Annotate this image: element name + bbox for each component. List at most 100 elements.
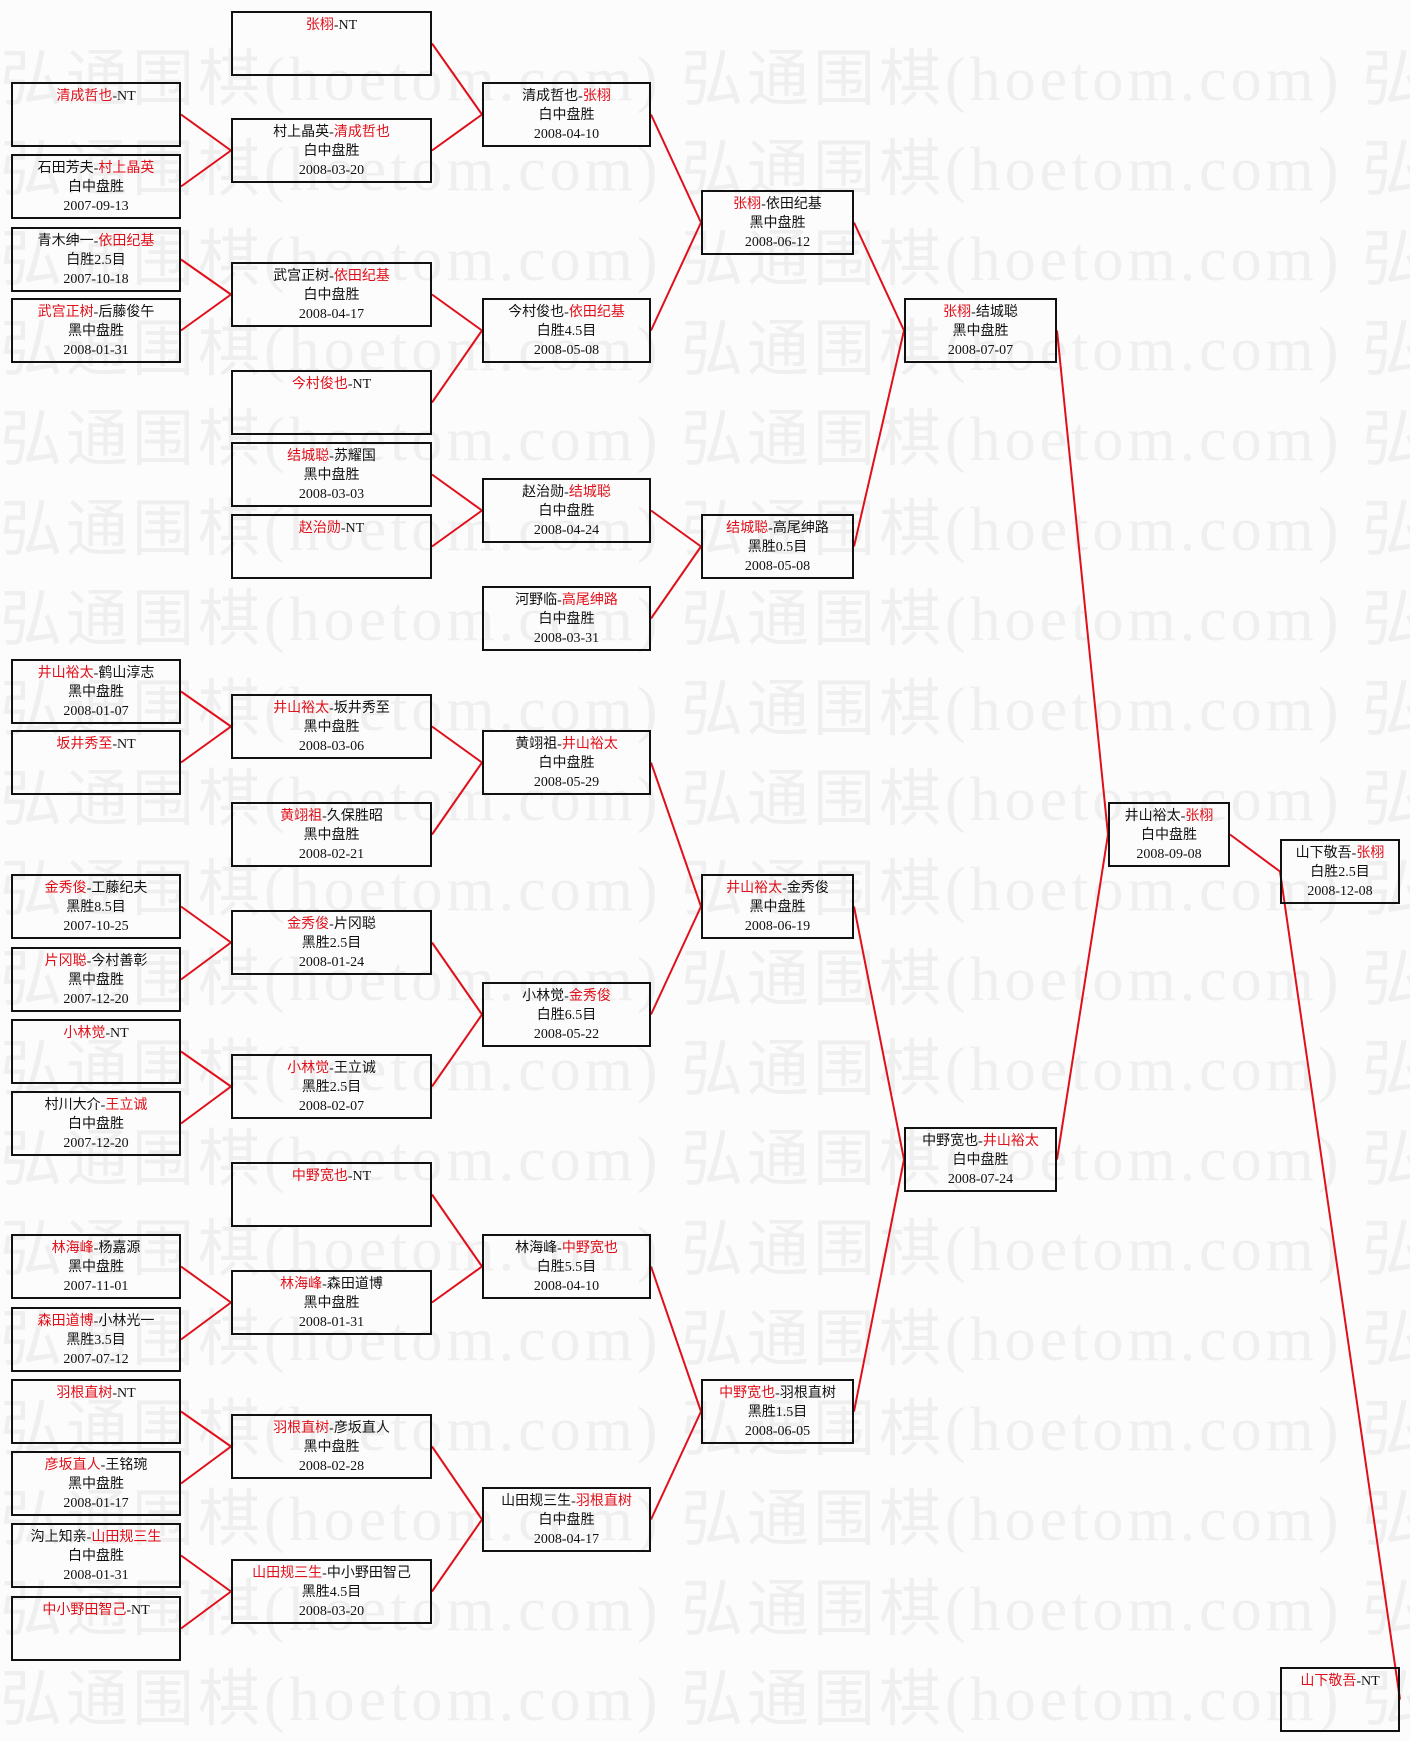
match-date: 2008-04-24 [533, 523, 600, 538]
separator: - [93, 161, 99, 176]
separator: - [564, 305, 569, 320]
player-name: 依田纪基 [765, 197, 822, 212]
bracket-connector [180, 941, 232, 981]
match-result: 黑中盘胜 [749, 900, 806, 915]
match-result: 黑胜3.5目 [66, 1333, 126, 1348]
match-box: 小林觉-王立诚 黑胜2.5目 2008-02-07 [231, 1054, 432, 1119]
player-name: NT [338, 18, 358, 33]
player-name: 今村俊也 [508, 305, 565, 320]
player-name: NT [117, 89, 136, 104]
bracket-connector [650, 1266, 702, 1412]
match-players: 赵治勋-结城聪 [484, 483, 649, 502]
separator: - [322, 1566, 327, 1581]
winner-name: 中野宽也 [291, 1169, 348, 1184]
match-players: 山田规三生-羽根直树 [484, 1492, 649, 1511]
match-result: 黑中盘胜 [303, 828, 360, 843]
separator: - [564, 989, 569, 1004]
separator: - [1180, 809, 1186, 824]
match-date: 2008-06-05 [744, 1424, 811, 1439]
winner-name: 清成哲也 [56, 89, 113, 104]
match-box: 青木绅一-依田纪基 白胜2.5目 2007-10-18 [11, 227, 181, 292]
match-date: 2007-12-20 [63, 1136, 129, 1151]
match-box: 中野宽也-NT [231, 1162, 432, 1227]
separator: - [971, 305, 976, 320]
match-box: 山下敬吾-NT [1280, 1667, 1400, 1732]
player-name: 中野宽也 [922, 1134, 979, 1149]
winner-name: 中野宽也 [561, 1241, 618, 1256]
separator: - [333, 18, 339, 33]
winner-name: 赵治勋 [298, 521, 341, 536]
separator: - [100, 1098, 106, 1113]
bracket-connector [1279, 871, 1401, 1700]
match-result: 黑中盘胜 [303, 720, 360, 735]
match-box: 森田道博-小林光一 黑胜3.5目 2007-07-12 [11, 1307, 181, 1372]
match-date: 2007-11-01 [63, 1279, 129, 1294]
match-box: 井山裕太-坂井秀至 黑中盘胜 2008-03-06 [231, 694, 432, 759]
player-name: 沟上知亲 [30, 1530, 87, 1545]
winner-name: 金秀俊 [568, 989, 611, 1004]
match-result: 黑中盘胜 [303, 1440, 360, 1455]
bracket-connector [650, 509, 702, 548]
separator: - [557, 737, 562, 752]
winner-name: 结城聪 [726, 521, 769, 536]
match-result: 白中盘胜 [538, 1513, 595, 1528]
match-players: 林海峰-森田道博 [233, 1275, 430, 1294]
match-result: 白中盘胜 [1141, 828, 1197, 843]
player-name: 彦坂直人 [333, 1421, 390, 1436]
match-date: 2008-01-31 [298, 1315, 365, 1330]
match-result: 白中盘胜 [538, 504, 595, 519]
bracket-connector [180, 1050, 232, 1088]
match-date: 2007-07-12 [63, 1352, 129, 1367]
match-players: 清成哲也-NT [13, 87, 179, 106]
match-date: 2008-02-28 [298, 1459, 365, 1474]
winner-name: 金秀俊 [44, 881, 87, 896]
separator: - [329, 269, 334, 284]
match-players: 林海峰-杨嘉源 [13, 1239, 179, 1258]
match-date: 2008-03-03 [298, 487, 365, 502]
match-result: 白中盘胜 [68, 1549, 124, 1564]
match-result: 白胜2.5目 [66, 253, 126, 268]
separator: - [329, 1421, 334, 1436]
match-box: 村上晶英-清成哲也 白中盘胜 2008-03-20 [231, 118, 432, 183]
match-players: 林海峰-中野宽也 [484, 1239, 649, 1258]
match-box: 今村俊也-依田纪基 白胜4.5目 2008-05-08 [482, 298, 651, 363]
player-name: 森田道博 [326, 1277, 383, 1292]
match-players: 张栩-NT [233, 16, 430, 35]
player-name: NT [1361, 1674, 1380, 1689]
match-players: 羽根直树-彦坂直人 [233, 1419, 430, 1438]
match-date: 2008-03-20 [298, 1604, 365, 1619]
player-name: 黄翊祖 [515, 737, 558, 752]
winner-name: 井山裕太 [726, 881, 783, 896]
winner-name: 张栩 [582, 89, 611, 104]
bracket-connector [180, 149, 232, 188]
separator: - [86, 881, 92, 896]
match-box: 井山裕太-金秀俊 黑中盘胜 2008-06-19 [701, 874, 854, 939]
bracket-connector [431, 761, 483, 836]
winner-name: 今村俊也 [291, 377, 348, 392]
bracket-connector [431, 1445, 483, 1521]
match-result: 黑中盘胜 [303, 1296, 360, 1311]
match-result: 黑中盘胜 [749, 216, 806, 231]
winner-name: 井山裕太 [37, 666, 94, 681]
match-players: 清成哲也-张栩 [484, 87, 649, 106]
match-result: 黑中盘胜 [68, 1260, 124, 1275]
separator: - [1351, 846, 1357, 861]
winner-name: 坂井秀至 [56, 737, 113, 752]
match-box: 河野临-高尾绅路 白中盘胜 2008-03-31 [482, 586, 651, 651]
match-box: 小林觉-NT [11, 1019, 181, 1084]
player-name: 羽根直树 [779, 1386, 836, 1401]
winner-name: 山田规三生 [91, 1530, 162, 1545]
match-date: 2008-01-17 [63, 1496, 129, 1511]
winner-name: 中野宽也 [719, 1386, 776, 1401]
match-result: 黑胜1.5目 [747, 1405, 808, 1420]
match-date: 2008-03-31 [533, 631, 600, 646]
match-players: 羽根直树-NT [13, 1384, 179, 1403]
player-name: 青木绅一 [37, 234, 94, 249]
match-box: 金秀俊-片冈聪 黑胜2.5目 2008-01-24 [231, 910, 432, 975]
winner-name: 黄翊祖 [280, 809, 323, 824]
match-result: 黑胜0.5目 [747, 540, 808, 555]
player-name: 村上晶英 [273, 125, 330, 140]
winner-name: 井山裕太 [273, 701, 330, 716]
match-result: 白胜2.5目 [1310, 865, 1370, 880]
match-players: 井山裕太-金秀俊 [703, 879, 852, 898]
